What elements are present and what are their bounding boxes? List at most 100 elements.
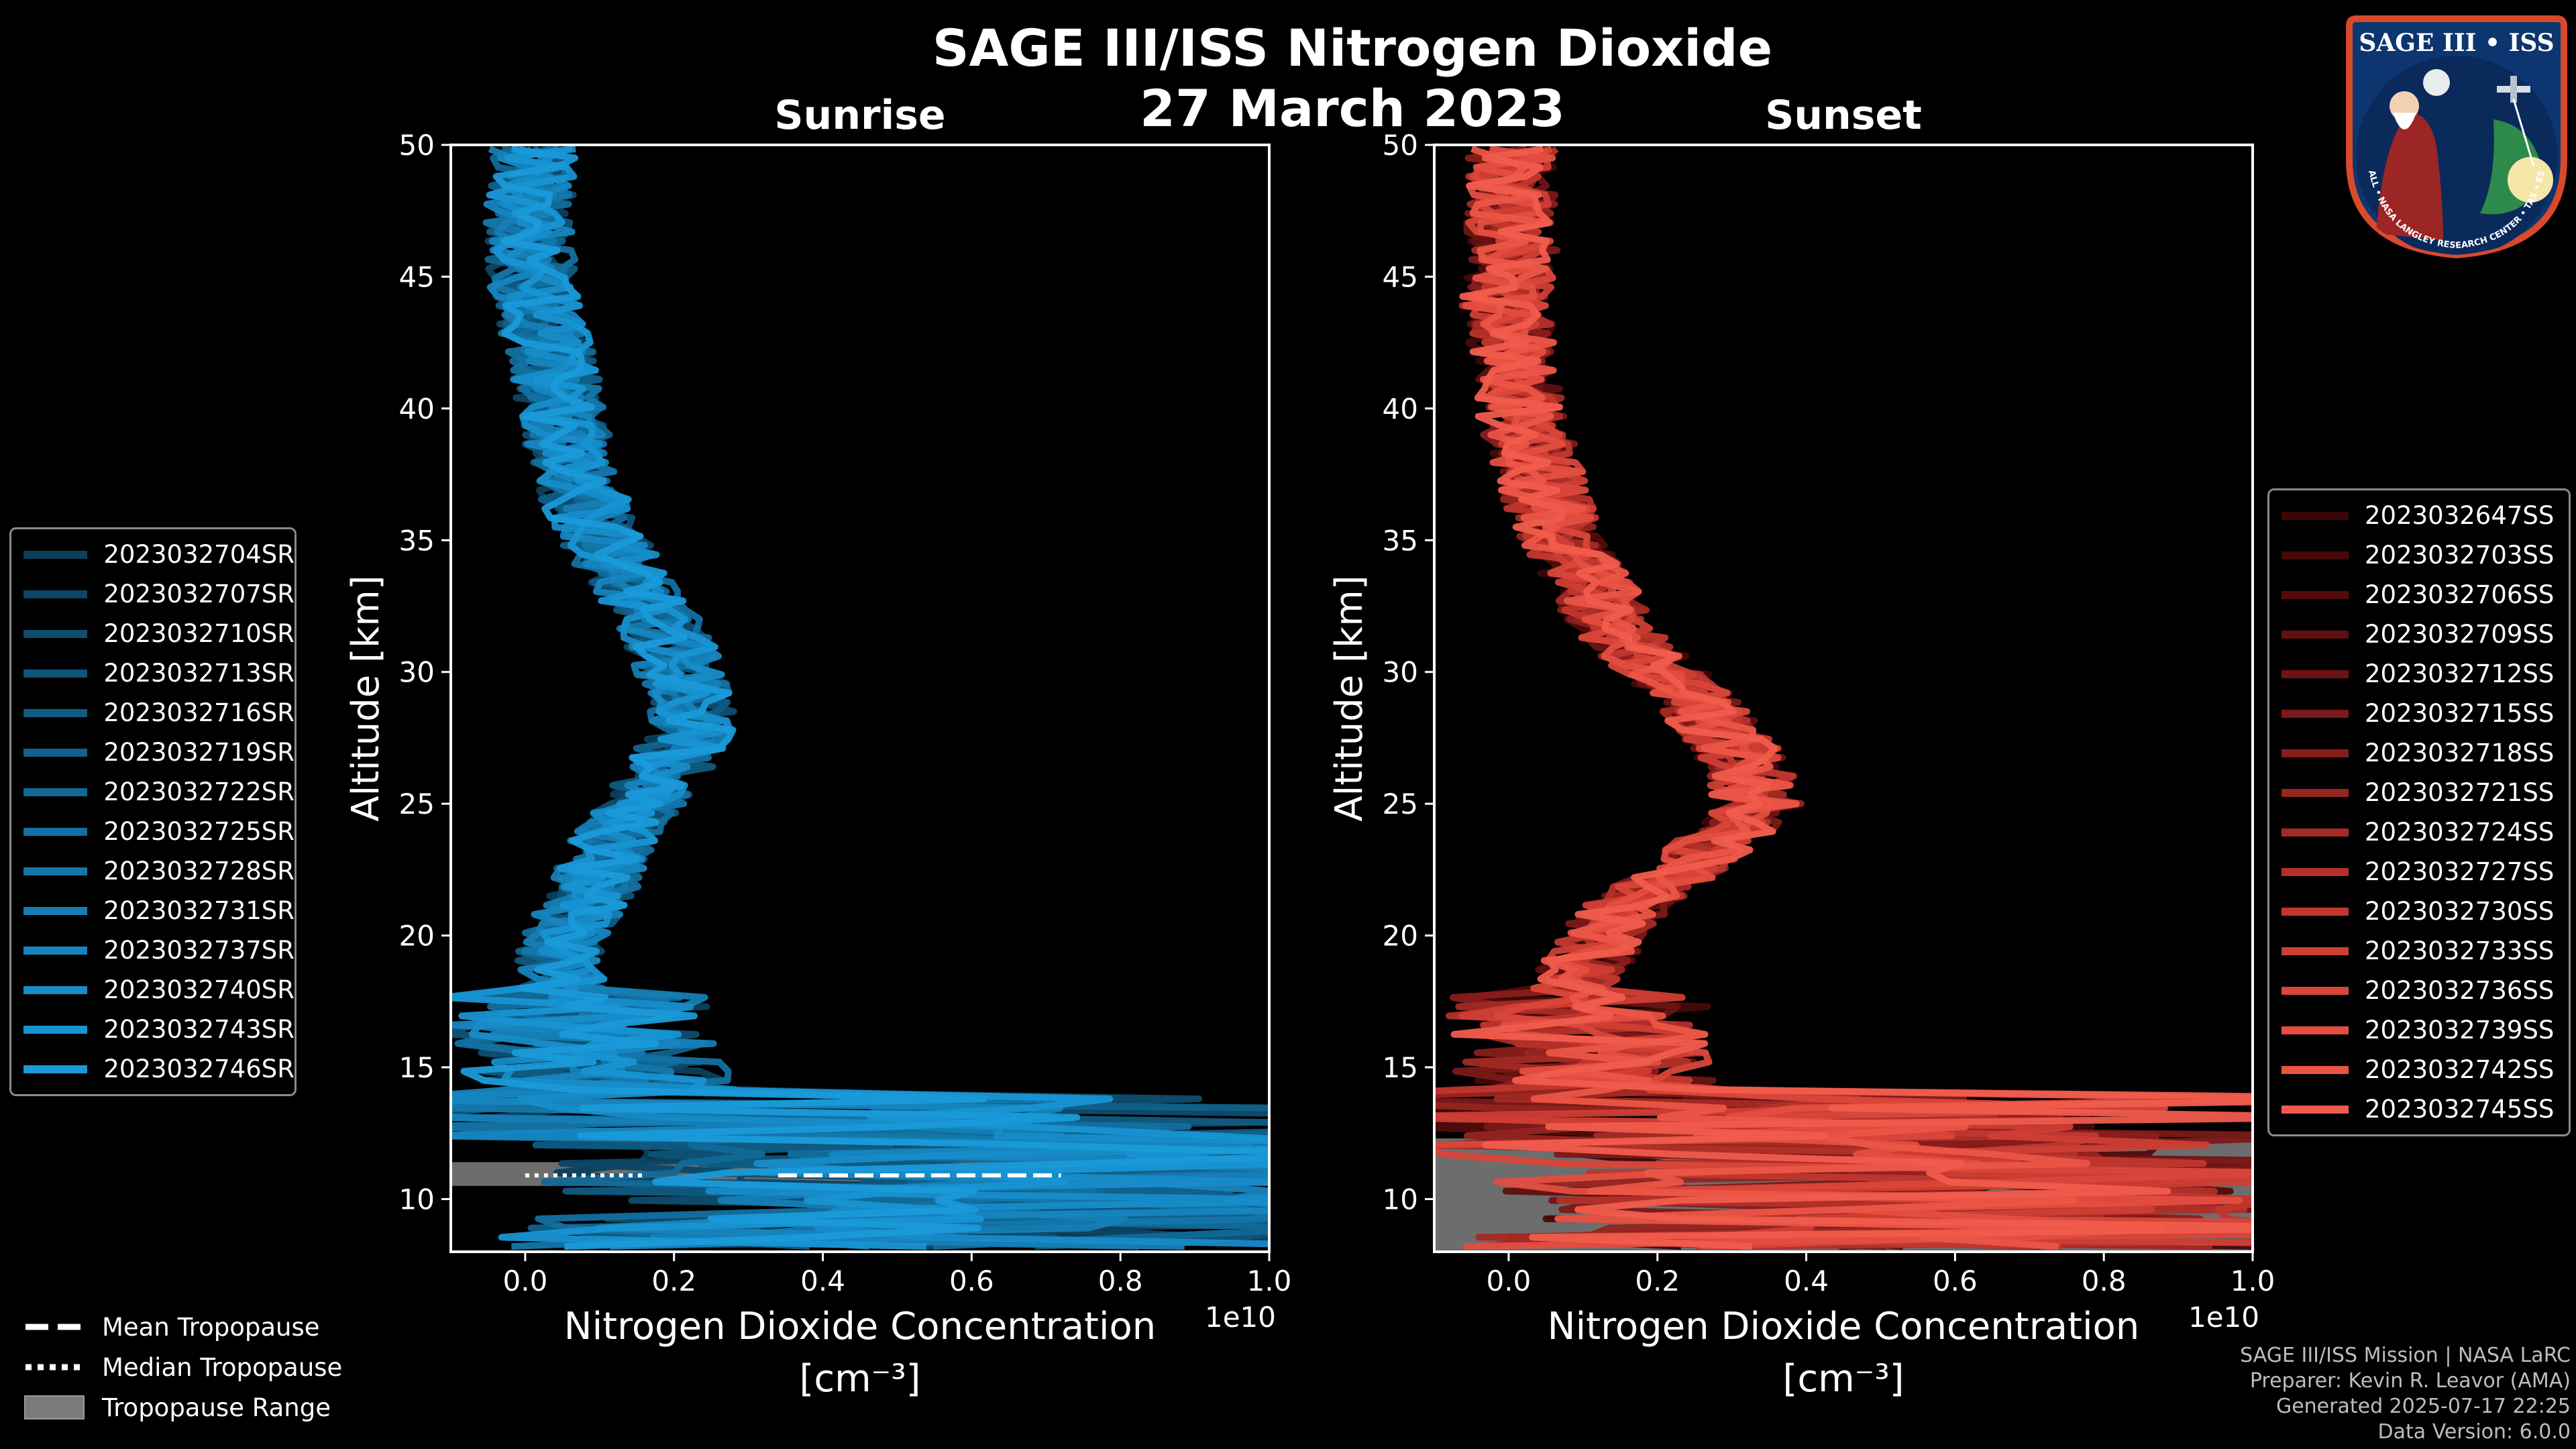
legend-swatch [23,906,88,915]
legend-swatch [2282,828,2349,837]
y-tick-label: 40 [399,392,435,425]
legend-label: 2023032731SR [103,896,294,925]
median-tropopause-swatch [25,1364,83,1371]
legend-item: 2023032742SS [2269,1050,2569,1089]
legend-item: 2023032715SS [2269,694,2569,733]
legend-item: 2023032731SR [11,891,294,930]
legend-item: 2023032703SS [2269,535,2569,575]
x-axis-label: Nitrogen Dioxide Concentration [564,1305,1157,1348]
legend-swatch [23,827,88,836]
y-tick-label: 15 [1383,1051,1418,1084]
legend-item: 2023032713SR [11,653,294,693]
legend-item: 2023032743SR [11,1010,294,1049]
y-tick-label: 35 [1383,524,1418,557]
sunset-legend: 2023032647SS 2023032703SS 2023032706SS 2023… [2267,488,2571,1136]
y-tick-label: 10 [399,1183,435,1216]
profile-line-2023032743SR [451,145,1269,1250]
legend-item: 2023032716SR [11,693,294,733]
y-axis-label: Altitude [km] [344,575,388,821]
sunrise-legend: 2023032704SR 2023032707SR 2023032710SR 2023… [9,527,297,1096]
legend-label: 2023032722SR [103,777,294,806]
credits: SAGE III/ISS Mission | NASA LaRC Prepare… [2240,1343,2571,1445]
legend-label: 2023032647SS [2365,501,2555,530]
y-tick-label: 10 [1383,1183,1418,1216]
x-tick-label: 0.4 [800,1265,845,1297]
y-tick-label: 30 [1383,656,1418,689]
legend-item: 2023032709SS [2269,614,2569,654]
legend-swatch [23,748,88,757]
tropopause-legend: Mean Tropopause Median Tropopause Tropop… [24,1307,342,1428]
legend-item: 2023032745SS [2269,1089,2569,1129]
logo-text: SAGE III • ISS [2359,29,2554,57]
legend-swatch [23,788,88,796]
panel-title: Sunset [1765,92,1922,139]
legend-swatch [23,629,88,638]
legend-item: 2023032739SS [2269,1010,2569,1050]
x-tick-label: 1.0 [1247,1265,1292,1297]
profiles [1434,145,2253,1252]
legend-swatch [23,590,88,598]
astronomer-figure [2376,113,2443,240]
legend-label: 2023032742SS [2365,1055,2555,1084]
y-tick-label: 20 [399,920,435,953]
legend-item: 2023032710SR [11,614,294,653]
y-axis-label: Altitude [km] [1328,575,1371,821]
sunrise-panel: 0.0 0.2 0.4 0.6 0.8 1.0 10 15 20 25 30 35 40 45 50 Sunr… [344,92,1292,1401]
mean-tropopause-label: Mean Tropopause [102,1312,320,1342]
legend-label: 2023032737SR [103,936,294,965]
y-tick-label: 35 [399,524,435,557]
legend-label: 2023032718SS [2365,739,2555,767]
x-tick-label: 0.6 [949,1265,994,1297]
x-tick-label: 0.0 [1487,1265,1532,1297]
legend-label: 2023032727SS [2365,857,2555,886]
legend-swatch [2282,511,2349,520]
legend-item: 2023032746SR [11,1049,294,1089]
legend-label: 2023032703SS [2365,541,2555,570]
x-tick-label: 0.6 [1933,1265,1978,1297]
legend-swatch [2282,947,2349,955]
legend-item: 2023032706SS [2269,575,2569,614]
legend-swatch [2282,551,2349,559]
moon-icon [2423,69,2450,96]
x-tick-label: 0.8 [1098,1265,1143,1297]
sage-iii-iss-logo: SAGE III • ISS BALL • NASA LANGLEY RESEA… [2343,12,2567,259]
x-tick-label: 1.0 [2231,1265,2275,1297]
legend-item: 2023032719SR [11,733,294,772]
legend-swatch [2282,709,2349,718]
legend-label: 2023032719SR [103,738,294,767]
sunset-panel: 0.0 0.2 0.4 0.6 0.8 1.0 10 15 20 25 30 35 40 45 50 Suns… [1328,92,2275,1401]
legend-label: 2023032745SS [2365,1095,2555,1124]
legend-label: 2023032715SS [2365,699,2555,728]
legend-label: 2023032724SS [2365,818,2555,847]
legend-label: 2023032728SR [103,857,294,885]
credit-preparer: Preparer: Kevin R. Leavor (AMA) [2249,1369,2571,1393]
axes-frame [1433,144,2254,1253]
y-tick-label: 25 [399,788,435,820]
legend-item: 2023032725SR [11,812,294,851]
legend-item: 2023032737SR [11,930,294,970]
x-tick-label: 0.4 [1784,1265,1829,1297]
y-tick-label: 25 [1383,788,1418,820]
legend-swatch [23,946,88,955]
x-scale-offset: 1e10 [1205,1301,1276,1334]
legend-swatch [23,550,88,559]
sun-icon [2508,157,2553,203]
legend-item: 2023032730SS [2269,892,2569,931]
legend-item: 2023032727SS [2269,852,2569,892]
legend-item: 2023032707SR [11,574,294,614]
y-tick-label: 50 [1383,129,1418,162]
legend-swatch [2282,788,2349,797]
legend-label: 2023032746SR [103,1055,294,1083]
tropopause-range-swatch [24,1395,85,1419]
legend-item: 2023032722SR [11,772,294,812]
legend-label: 2023032721SS [2365,778,2555,807]
legend-label: 2023032706SS [2365,580,2555,609]
legend-label: 2023032704SR [103,540,294,569]
legend-item: 2023032712SS [2269,654,2569,694]
legend-label: 2023032707SR [103,580,294,608]
legend-label: 2023032712SS [2365,659,2555,688]
y-tick-label: 50 [399,129,435,162]
legend-label: 2023032716SR [103,698,294,727]
legend-swatch [2282,907,2349,916]
x-tick-label: 0.2 [1635,1265,1680,1297]
